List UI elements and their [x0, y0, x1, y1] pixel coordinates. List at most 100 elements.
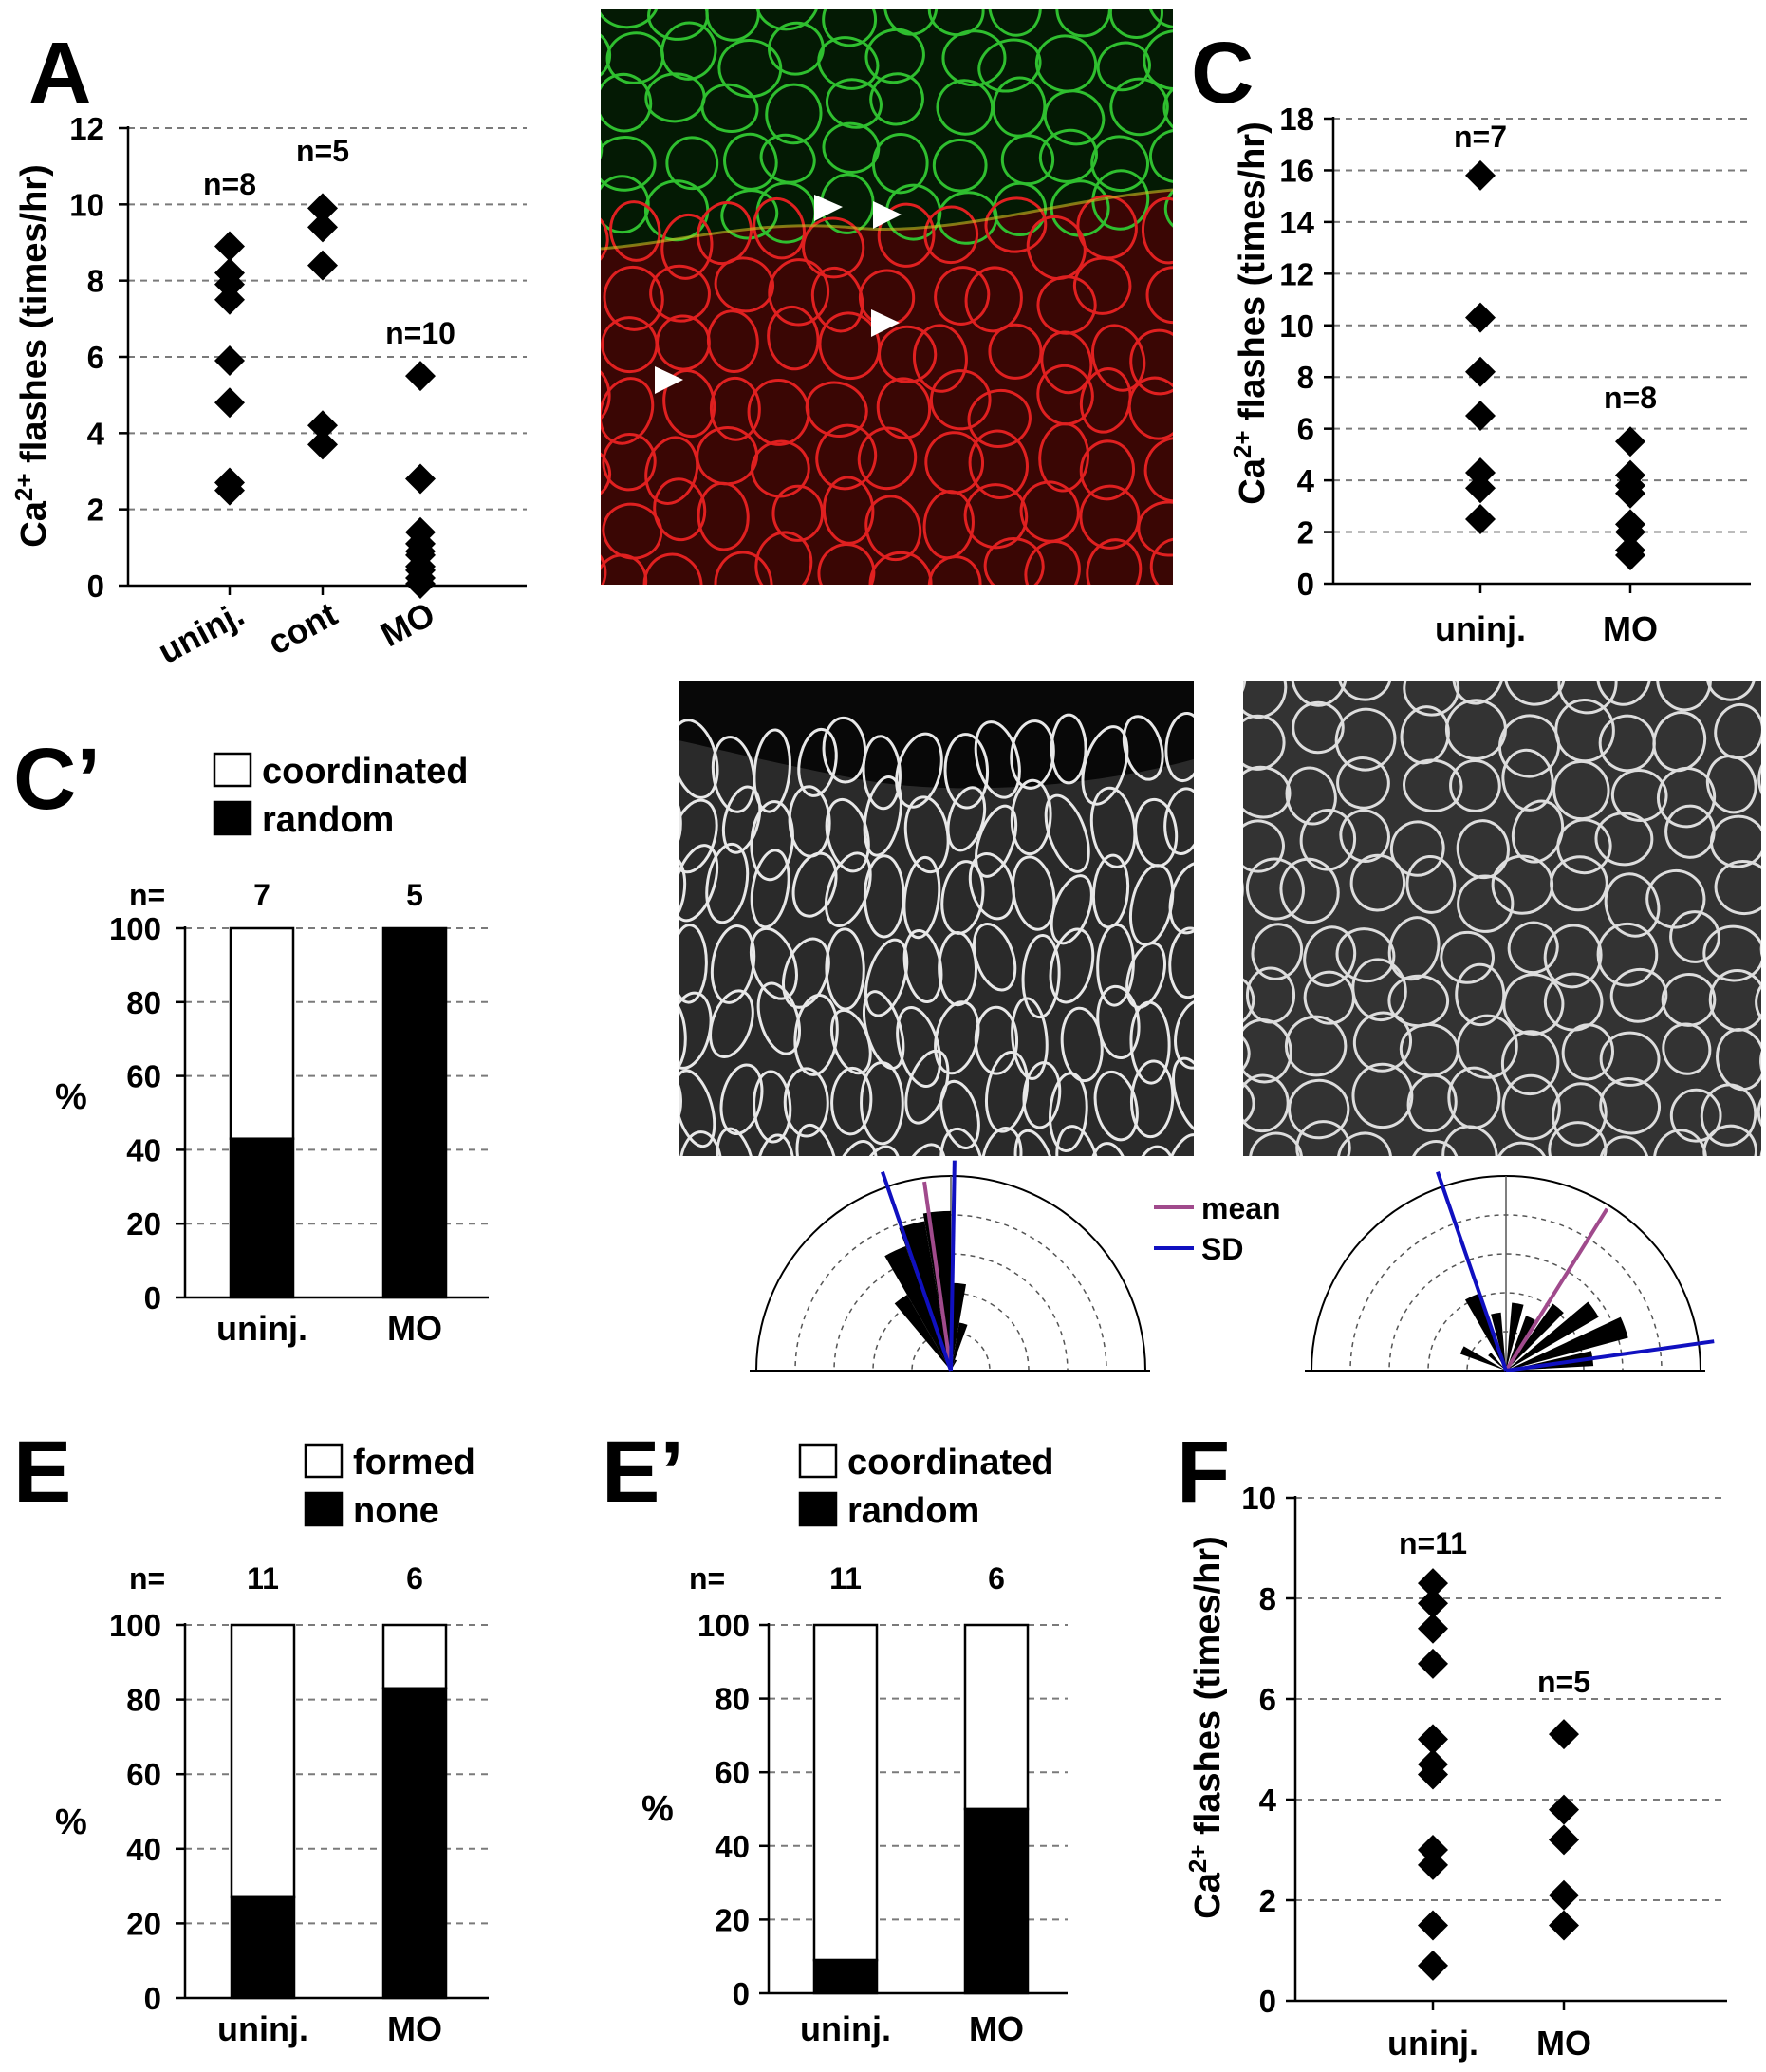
cell-outline — [1096, 923, 1135, 1007]
data-point-diamond — [1465, 473, 1496, 504]
data-point-diamond — [1549, 1879, 1579, 1911]
cell-outline — [1079, 439, 1136, 501]
cell-outline — [665, 136, 719, 191]
n-value: 7 — [253, 878, 270, 912]
panel-letter-a: A — [28, 25, 91, 121]
cell-outline — [1339, 809, 1390, 863]
legend-label: formed — [353, 1443, 475, 1483]
data-point-diamond — [307, 193, 338, 224]
data-point-diamond — [1418, 1588, 1448, 1619]
cell-outline — [797, 727, 838, 797]
y-tick-label: 0 — [87, 569, 104, 604]
cell-outline — [1702, 924, 1761, 982]
data-point-diamond — [214, 387, 245, 419]
cell-outline — [679, 1069, 716, 1148]
cell-outline — [1079, 484, 1141, 550]
y-tick-label: 80 — [715, 1682, 750, 1717]
y-tick-label: 100 — [109, 911, 161, 946]
cell-outline — [1336, 756, 1390, 810]
data-point-diamond — [1549, 1824, 1579, 1856]
cell-outline — [868, 551, 933, 585]
legend-label-sd: SD — [1201, 1232, 1243, 1266]
n-label: n=10 — [385, 316, 455, 350]
cell-outline — [830, 1066, 873, 1136]
cell-outline — [858, 1145, 902, 1156]
cell-outline — [1109, 77, 1169, 137]
bar-segment-none — [381, 1687, 448, 2000]
y-tick-label: 12 — [69, 111, 104, 146]
cell-outline — [1444, 699, 1507, 760]
cell-outline — [1163, 787, 1194, 855]
cell-outline — [1501, 1073, 1561, 1141]
cell-outline — [937, 191, 998, 245]
cell-outline — [1594, 812, 1654, 867]
cell-outline — [983, 537, 1045, 585]
cell-outline — [822, 9, 878, 47]
micrograph-d — [679, 681, 1194, 1156]
cell-outline — [1705, 755, 1757, 814]
cell-outline — [1714, 859, 1761, 916]
cell-outline — [1616, 1177, 1669, 1234]
cell-outline — [601, 175, 650, 234]
cell-outline — [1089, 786, 1137, 868]
cell-outline — [923, 205, 979, 265]
bar-segment-coordinated — [963, 1623, 1030, 1811]
n-label: n=8 — [1604, 381, 1657, 415]
cell-outline — [1091, 853, 1130, 929]
data-point-diamond — [1418, 1910, 1448, 1941]
cell-outline — [705, 842, 750, 924]
polar-wedge — [951, 1322, 968, 1371]
cell-outline — [791, 851, 838, 918]
cell-outline — [546, 597, 620, 665]
data-point-diamond — [1465, 302, 1496, 333]
panel-letter-e-prime: E’ — [602, 1424, 684, 1521]
cell-outline — [644, 436, 699, 505]
cell-outline — [898, 1143, 947, 1156]
cell-outline — [1441, 1125, 1498, 1156]
polar-wedge — [894, 1295, 951, 1371]
panel-letter-c: C — [1191, 25, 1254, 121]
cell-outline — [1303, 925, 1357, 987]
cell-outline — [972, 923, 1017, 992]
x-category-label: uninj. — [1435, 609, 1526, 648]
data-point-diamond — [1418, 1613, 1448, 1644]
cell-outline — [601, 136, 657, 192]
data-point-diamond — [214, 231, 245, 262]
y-tick-label: 40 — [715, 1829, 750, 1864]
cell-outline — [756, 981, 801, 1055]
cell-outline — [1557, 681, 1618, 715]
cell-outline — [1148, 128, 1173, 184]
cell-outline — [1248, 1131, 1304, 1156]
x-category-label: MO — [1603, 609, 1658, 648]
y-axis-label-e: % — [55, 1802, 87, 1842]
cell-outline — [601, 27, 612, 84]
cell-outline — [719, 1063, 764, 1136]
cell-outline — [601, 595, 674, 672]
cell-outline — [1503, 681, 1566, 706]
cell-outline — [1652, 1129, 1707, 1156]
cell-outline — [1093, 1070, 1139, 1142]
cell-outline — [1500, 1030, 1560, 1096]
x-category-label: MO — [1536, 2024, 1591, 2063]
x-category-label: MO — [374, 594, 440, 654]
y-tick-label: 60 — [126, 1757, 161, 1792]
cell-outline — [700, 83, 759, 133]
cell-outline — [877, 202, 936, 268]
cell-outline — [1337, 681, 1393, 701]
legend-label: random — [262, 800, 394, 840]
cell-outline — [649, 264, 711, 323]
cell-outline — [697, 201, 753, 266]
cell-outline — [679, 924, 708, 1004]
cell-outline — [1129, 1059, 1175, 1139]
cell-outline — [878, 325, 938, 383]
cell-outline — [1279, 857, 1340, 924]
cell-outline — [1096, 41, 1151, 92]
cell-outline — [720, 189, 779, 240]
polar-wedge — [1464, 1294, 1506, 1371]
cell-outline — [818, 311, 882, 381]
cell-outline — [1133, 1145, 1178, 1156]
cell-outline — [601, 377, 655, 445]
y-tick-label: 10 — [1279, 308, 1314, 344]
cell-outline — [912, 324, 968, 393]
